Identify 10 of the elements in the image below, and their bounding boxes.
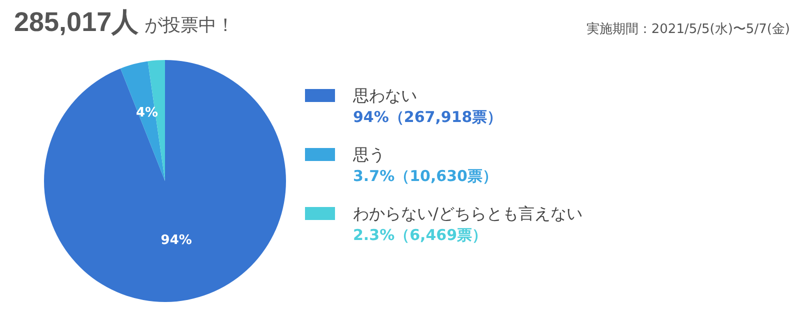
text: 94% (160, 232, 192, 248)
legend-label: わからない/どちらとも言えない (353, 204, 582, 224)
legend-label: 思う (353, 145, 386, 165)
text: 4% (136, 106, 158, 121)
text: 実施期間：2021/5/5(水)〜5/7(金) (586, 21, 790, 38)
data-label: 2.3%（6,469票） (353, 225, 488, 246)
data-label: 94%（267,918票） (353, 107, 504, 128)
legend-label: 思わない (353, 86, 418, 106)
chart-title: 285,017人 が投票中！ (14, 6, 234, 39)
data-label: 3.7%（10,630票） (353, 166, 498, 187)
